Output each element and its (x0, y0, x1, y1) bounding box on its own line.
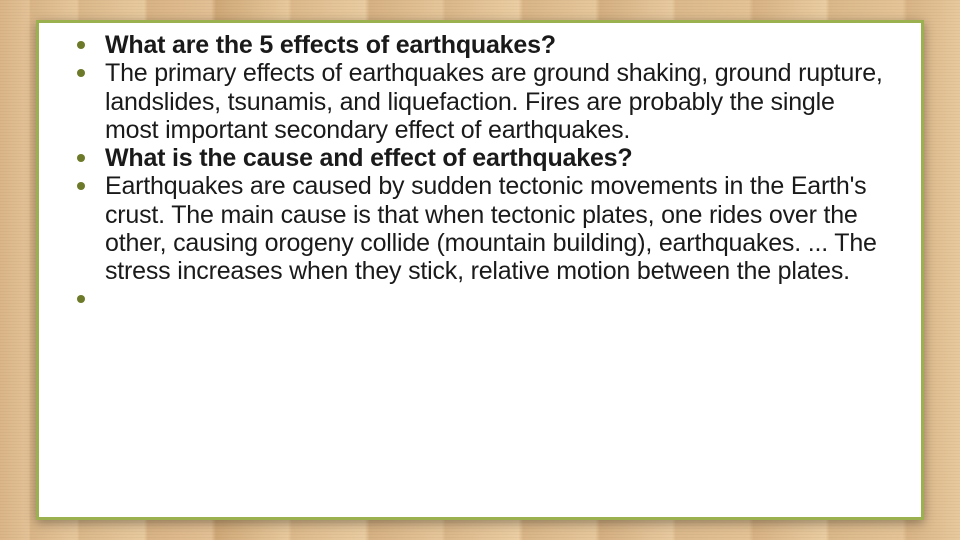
list-item: Earthquakes are caused by sudden tectoni… (59, 172, 893, 285)
list-item-text: What is the cause and effect of earthqua… (105, 144, 632, 172)
list-item: The primary effects of earthquakes are g… (59, 59, 893, 144)
list-item: What is the cause and effect of earthqua… (59, 144, 893, 172)
slide-panel: What are the 5 effects of earthquakes? T… (36, 20, 924, 520)
list-item: What are the 5 effects of earthquakes? (59, 31, 893, 59)
list-item-text: What are the 5 effects of earthquakes? (105, 31, 556, 59)
bullet-list: What are the 5 effects of earthquakes? T… (59, 31, 893, 285)
list-item-text: The primary effects of earthquakes are g… (105, 59, 883, 144)
list-item-text: Earthquakes are caused by sudden tectoni… (105, 172, 877, 285)
